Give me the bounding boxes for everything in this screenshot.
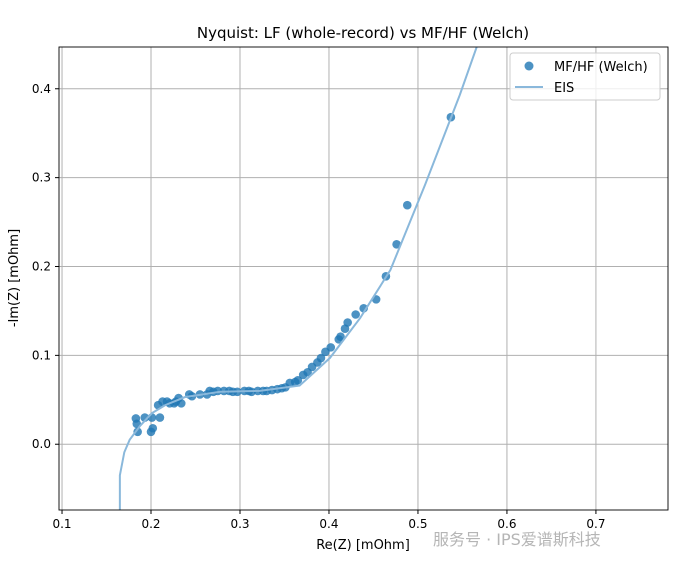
scatter-point bbox=[326, 343, 336, 352]
legend: MF/HF (Welch) EIS bbox=[509, 52, 661, 101]
y-tick-label: 0.4 bbox=[32, 82, 51, 96]
scatter-point bbox=[351, 310, 360, 319]
y-axis-label: -Im(Z) [mOhm] bbox=[7, 229, 22, 327]
x-tick-label: 0.5 bbox=[408, 517, 427, 531]
scatter-point bbox=[402, 200, 412, 210]
eis-line bbox=[118, 47, 478, 510]
legend-marker-scatter bbox=[524, 61, 534, 71]
y-tick-label: 0.0 bbox=[32, 437, 51, 451]
x-tick-label: 0.2 bbox=[141, 517, 160, 531]
scatter-point bbox=[293, 375, 303, 385]
watermark: 服务号 · IPS爱谱斯科技 bbox=[433, 530, 601, 549]
x-axis-label: Re(Z) [mOhm] bbox=[316, 538, 410, 553]
scatter-point bbox=[176, 399, 186, 408]
y-tick-label: 0.1 bbox=[32, 348, 51, 362]
x-tick-label: 0.7 bbox=[586, 517, 605, 531]
scatter-point bbox=[155, 413, 165, 422]
y-tick-label: 0.3 bbox=[32, 171, 51, 185]
y-tick-label: 0.2 bbox=[32, 260, 51, 274]
x-tick-label: 0.3 bbox=[230, 517, 249, 531]
scatter-point bbox=[336, 332, 345, 342]
x-tick-label: 0.6 bbox=[497, 517, 516, 531]
chart-title: Nyquist: LF (whole-record) vs MF/HF (Wel… bbox=[197, 24, 529, 42]
scatter-point bbox=[133, 427, 142, 437]
plot-frame bbox=[58, 46, 669, 511]
scatter-point bbox=[392, 239, 401, 249]
scatter-point bbox=[316, 353, 326, 363]
scatter-point bbox=[343, 318, 352, 327]
legend-label-scatter: MF/HF (Welch) bbox=[554, 60, 648, 75]
x-tick-label: 0.1 bbox=[52, 517, 71, 531]
legend-label-eis: EIS bbox=[554, 81, 574, 96]
x-tick-label: 0.4 bbox=[319, 517, 338, 531]
grid bbox=[59, 47, 668, 510]
scatter-point bbox=[148, 423, 158, 433]
